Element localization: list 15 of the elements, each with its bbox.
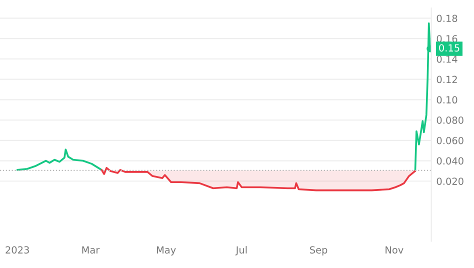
y-tick-label: 0.040 <box>436 157 464 165</box>
x-tick-label: Mar <box>82 246 100 254</box>
annotation: 0.15 <box>439 44 460 52</box>
y-tick-label: 0.020 <box>436 178 464 185</box>
x-tick-label: May <box>156 246 176 256</box>
y-tick-label: 0.080 <box>436 116 464 124</box>
y-tick-label: 0.12 <box>436 76 457 84</box>
x-tick-label: Sep <box>310 246 328 256</box>
y-tick-label: 0.18 <box>436 14 458 22</box>
x-tick-label: Nov <box>386 246 404 254</box>
y-tick-label: 0.14 <box>436 55 458 63</box>
x-tick-label: Jul <box>235 246 247 256</box>
y-tick-label: 0.10 <box>436 96 458 104</box>
x-tick-label: 2023 <box>6 246 29 254</box>
y-tick-label: 0.060 <box>436 136 464 144</box>
